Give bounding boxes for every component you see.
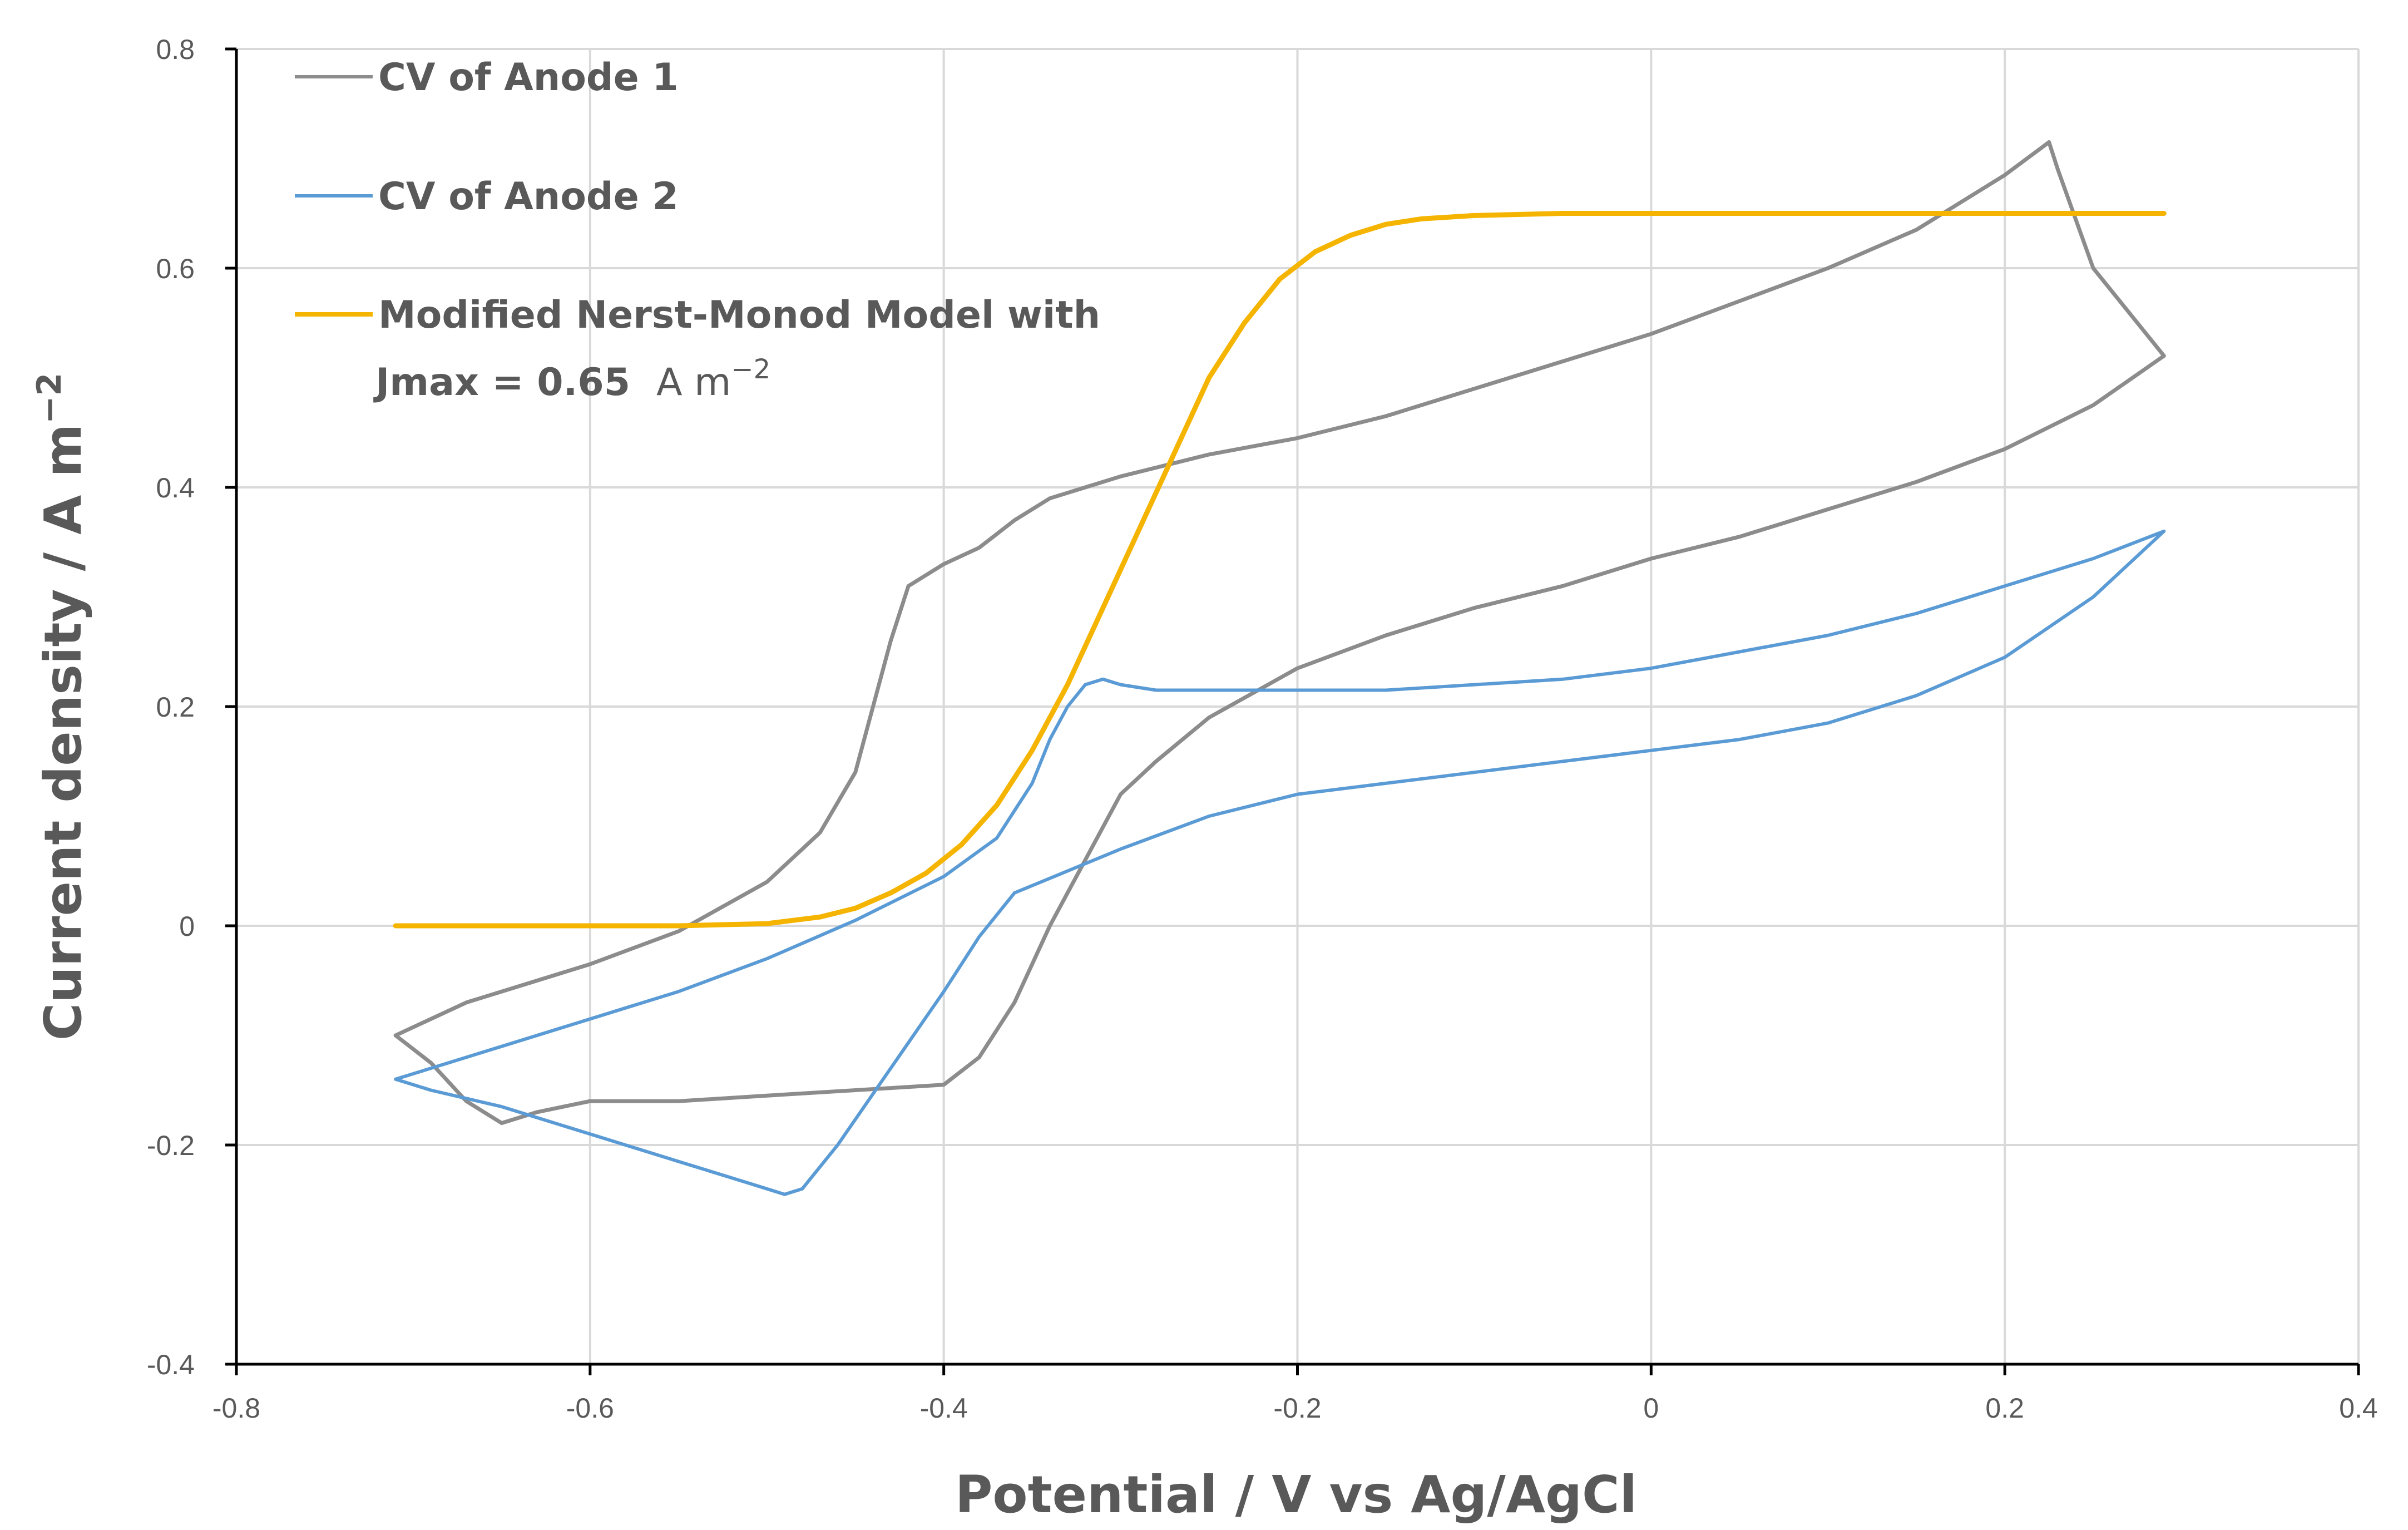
- gridlines: [236, 48, 2360, 1364]
- x-tick-label: -0.6: [566, 1393, 614, 1424]
- legend-label-model-unit: A m−2: [656, 354, 770, 404]
- y-tick-label: 0: [179, 911, 195, 942]
- legend-unit-sup: −2: [731, 354, 770, 385]
- x-tick-label: 0.4: [2339, 1393, 2378, 1424]
- x-tick-label: 0.2: [1985, 1393, 2024, 1424]
- cv-anode-2-line: [394, 529, 2166, 1196]
- tick-labels: -0.8 -0.6 -0.4 -0.2 0 0.2 0.4 -0.4 -0.2 0 0.2 0.4 0.…: [147, 34, 2378, 1424]
- y-axis-title-text: Current density / A m: [33, 424, 93, 1040]
- legend-label-anode-2: CV of Anode 2: [378, 175, 679, 219]
- legend-label-model: Modified Nerst-Monod Model with: [378, 293, 1100, 337]
- series-lines: [393, 140, 2167, 1196]
- y-tick-label: 0.6: [156, 253, 195, 284]
- y-tick-label: -0.4: [147, 1349, 195, 1380]
- y-tick-label: 0.4: [156, 472, 195, 504]
- x-tick-label: 0: [1643, 1393, 1659, 1424]
- nernst-monod-model-line: [393, 211, 2167, 929]
- legend-label-anode-1: CV of Anode 1: [378, 56, 679, 100]
- legend-unit-text: A m: [656, 361, 731, 404]
- y-tick-label: 0.2: [156, 692, 195, 723]
- cv-anode-1-line: [393, 140, 2166, 1126]
- legend: CV of Anode 1 CV of Anode 2 Modified Ner…: [295, 56, 1100, 404]
- y-axis-title: Current density / A m−2: [30, 373, 93, 1040]
- legend-label-model-jmax: Jmax = 0.65: [373, 361, 630, 404]
- x-axis-title: Potential / V vs Ag/AgCl: [955, 1465, 1637, 1524]
- y-axis-title-sup: −2: [30, 373, 69, 424]
- x-tick-label: -0.2: [1273, 1393, 1321, 1424]
- x-tick-label: -0.4: [920, 1393, 968, 1424]
- x-tick-label: -0.8: [212, 1393, 260, 1424]
- y-tick-label: 0.8: [156, 34, 195, 65]
- y-tick-label: -0.2: [147, 1130, 195, 1161]
